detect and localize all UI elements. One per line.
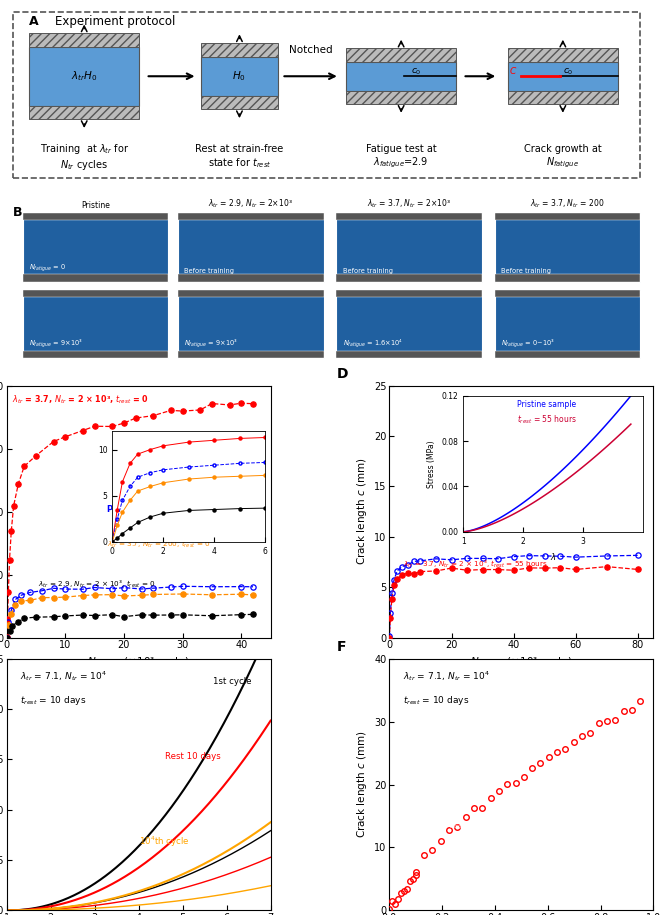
Y-axis label: Crack length $c$ (mm): Crack length $c$ (mm) xyxy=(354,458,368,565)
Bar xyxy=(201,43,279,57)
Text: Before training: Before training xyxy=(343,267,393,274)
Text: Rest 10 days: Rest 10 days xyxy=(165,752,220,761)
Text: Notched: Notched xyxy=(289,45,333,55)
Bar xyxy=(29,106,139,119)
Text: $t_{rest}$ = 10 days: $t_{rest}$ = 10 days xyxy=(403,694,469,707)
Bar xyxy=(22,289,168,296)
X-axis label: $N_{\mathrm{fatigue}}$ (×10³ cycle): $N_{\mathrm{fatigue}}$ (×10³ cycle) xyxy=(88,656,189,671)
Text: $t_{rest}$ = 10 days: $t_{rest}$ = 10 days xyxy=(20,694,86,707)
Text: $\lambda_{tr}H_0$: $\lambda_{tr}H_0$ xyxy=(71,70,98,83)
Bar xyxy=(178,274,323,282)
Bar xyxy=(178,289,323,296)
Bar xyxy=(337,289,482,296)
Bar xyxy=(508,91,618,104)
Text: Before training: Before training xyxy=(184,267,234,274)
Bar xyxy=(178,213,323,220)
Bar xyxy=(22,289,168,359)
Text: $N_{fatigue}$ = 0: $N_{fatigue}$ = 0 xyxy=(29,262,66,274)
Bar xyxy=(495,274,640,282)
Bar xyxy=(337,351,482,359)
Bar xyxy=(508,62,618,91)
X-axis label: $N_{\mathrm{fatigue}}$ (×10³ cycle): $N_{\mathrm{fatigue}}$ (×10³ cycle) xyxy=(471,656,572,671)
Text: 1st cycle: 1st cycle xyxy=(213,677,251,685)
Bar xyxy=(201,57,279,96)
Bar xyxy=(178,351,323,359)
Bar xyxy=(346,48,456,62)
Text: $c_0$: $c_0$ xyxy=(563,67,574,77)
Bar xyxy=(346,91,456,104)
Text: Training  at $\lambda_{tr}$ for
$N_{tr}$ cycles: Training at $\lambda_{tr}$ for $N_{tr}$ … xyxy=(40,142,129,172)
Text: $C$: $C$ xyxy=(510,65,517,76)
Text: Fatigue test at
$\lambda_{fatigue}$=2.9: Fatigue test at $\lambda_{fatigue}$=2.9 xyxy=(366,144,436,170)
Text: Rest at strain-free
state for $t_{rest}$: Rest at strain-free state for $t_{rest}$ xyxy=(195,144,284,170)
Text: Pristine: Pristine xyxy=(81,200,110,210)
Text: Crack growth at
$N_{fatigue}$: Crack growth at $N_{fatigue}$ xyxy=(524,144,602,170)
Text: $\lambda_{tr}$ = 2.9, $N_{tr}$ = 2×10³: $\lambda_{tr}$ = 2.9, $N_{tr}$ = 2×10³ xyxy=(209,197,293,210)
Bar xyxy=(22,213,168,282)
Bar xyxy=(29,47,139,106)
Text: $\lambda_{tr}$ = 7.1, $N_{tr}$ = 10$^4$: $\lambda_{tr}$ = 7.1, $N_{tr}$ = 10$^4$ xyxy=(20,669,107,683)
Bar xyxy=(29,33,139,47)
Text: $\lambda_{tr}$ = 3.7, $N_{tr}$ = 200: $\lambda_{tr}$ = 3.7, $N_{tr}$ = 200 xyxy=(531,197,605,210)
Bar xyxy=(337,274,482,282)
Bar xyxy=(337,213,482,220)
Bar xyxy=(337,289,482,359)
Text: A: A xyxy=(29,16,39,28)
Bar xyxy=(22,213,168,220)
Bar xyxy=(495,289,640,296)
Text: B: B xyxy=(13,207,22,220)
Bar xyxy=(508,48,618,62)
Bar xyxy=(337,213,482,282)
Text: Pristine sample: Pristine sample xyxy=(107,504,181,513)
Text: D: D xyxy=(337,367,348,381)
Bar xyxy=(495,351,640,359)
Bar xyxy=(178,289,323,359)
Bar xyxy=(495,289,640,359)
Bar xyxy=(178,213,323,282)
Text: $c_0$: $c_0$ xyxy=(411,67,421,77)
Text: $N_{fatigue}$ = 1.6×10⁴: $N_{fatigue}$ = 1.6×10⁴ xyxy=(343,338,403,350)
Text: $\lambda_{tr}$ = 3.7, $N_{tr}$ = 200, $t_{rest}$ = 0: $\lambda_{tr}$ = 3.7, $N_{tr}$ = 200, $t… xyxy=(107,539,211,550)
Text: $H_0$: $H_0$ xyxy=(232,70,246,83)
Text: $N_{fatigue}$ = 9×10³: $N_{fatigue}$ = 9×10³ xyxy=(29,338,83,350)
Text: $\lambda_{tr}$ = 3.7, $N_{tr}$ = 2 × 10³, $t_{rest}$ = 55 hours: $\lambda_{tr}$ = 3.7, $N_{tr}$ = 2 × 10³… xyxy=(403,559,547,570)
Y-axis label: Crack length $c$ (mm): Crack length $c$ (mm) xyxy=(354,731,369,838)
Text: Before training: Before training xyxy=(502,267,551,274)
Text: 10$^4$th cycle: 10$^4$th cycle xyxy=(139,834,189,849)
Bar xyxy=(22,351,168,359)
Text: Pristine sample: Pristine sample xyxy=(521,447,595,456)
Text: $\lambda_{tr}$ = 3.7, $N_{tr}$ = 2 × 10³, $t_{rest}$ = 0: $\lambda_{tr}$ = 3.7, $N_{tr}$ = 2 × 10³… xyxy=(12,393,149,405)
Text: F: F xyxy=(337,640,346,653)
Text: $\lambda_{tr}$ = 7.1, $N_{tr}$ = 10$^4$: $\lambda_{tr}$ = 7.1, $N_{tr}$ = 10$^4$ xyxy=(403,669,490,683)
Text: $N_{fatigue}$ = 0~10³: $N_{fatigue}$ = 0~10³ xyxy=(502,338,555,350)
Text: Experiment protocol: Experiment protocol xyxy=(55,16,176,28)
Text: $\lambda_{tr}$ = 2.9, $N_{tr}$ = 2 × 10³, $t_{rest}$ = 0: $\lambda_{tr}$ = 2.9, $N_{tr}$ = 2 × 10³… xyxy=(38,579,156,590)
Bar xyxy=(346,62,456,91)
Text: $\lambda_{tr}$ = 3.7, $N_{tr}$ = 2×10³: $\lambda_{tr}$ = 3.7, $N_{tr}$ = 2×10³ xyxy=(367,197,451,210)
Text: $N_{fatigue}$ = 9×10³: $N_{fatigue}$ = 9×10³ xyxy=(184,338,238,350)
Bar xyxy=(495,213,640,282)
Bar xyxy=(22,274,168,282)
Bar xyxy=(201,96,279,110)
Bar xyxy=(495,213,640,220)
